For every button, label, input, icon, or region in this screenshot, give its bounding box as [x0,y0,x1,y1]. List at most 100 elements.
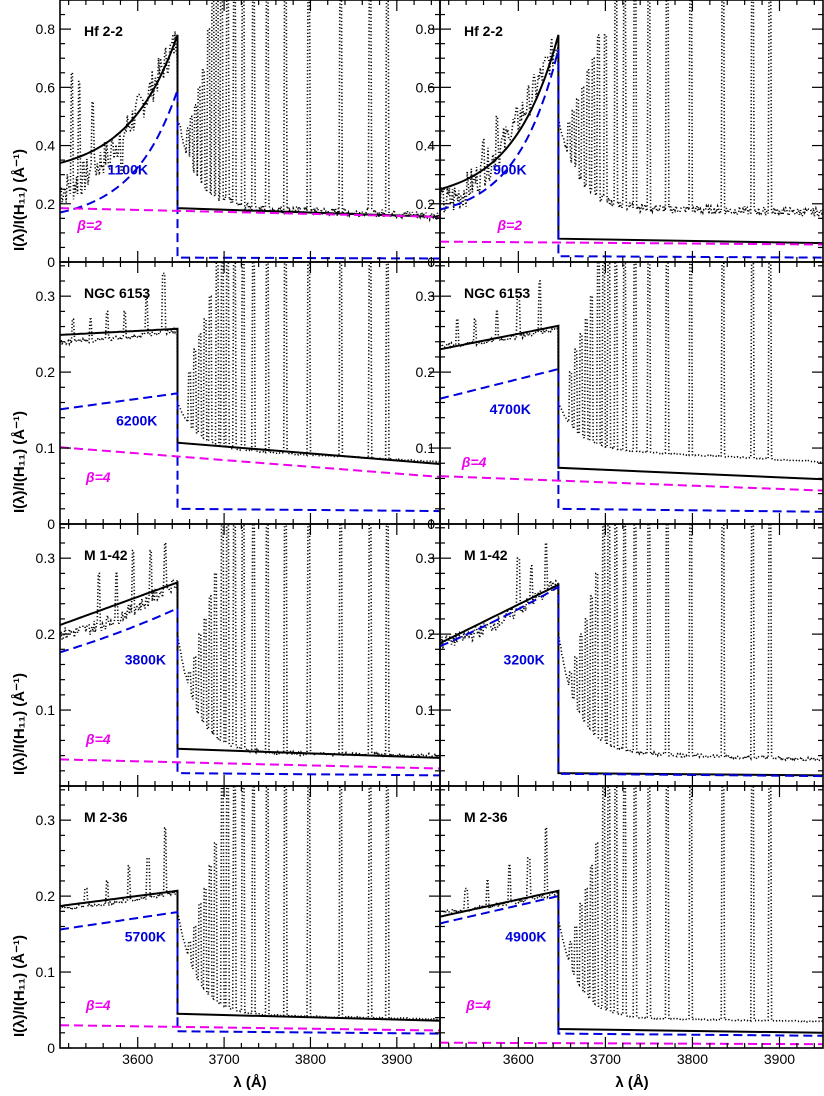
panel-frame [439,261,824,525]
panel-8: 3600 3700 3800 3900 M 2-36 4900K β=4 [439,785,824,1067]
dust-temperature-label: 1100K [108,162,148,178]
thermal-continuum-line [60,1024,440,1032]
panel-frame [59,785,441,1049]
dust-continuum-line [60,606,440,777]
panel-object-name: M 1-42 [84,547,128,563]
panel-7: 3600 3700 3800 3900 0 0.1 0.2 0.3 M 2-36 5700K β=4 [36,785,441,1067]
x-axis-title-left: λ (Å) [233,1074,266,1091]
dust-continuum-line [440,894,823,1037]
dust-temperature-label: 3200K [504,651,545,667]
panel-object-name: M 1-42 [464,547,508,563]
panel-6: 0.1 0.2 0.3 M 1-42 3200K [416,523,824,787]
panel-plot-area [440,0,823,259]
thermal-continuum-line [60,446,440,478]
total-continuum-line [60,889,440,1022]
dust-temperature-label: 3800K [125,651,166,667]
beta-index-label: β=2 [76,217,102,233]
beta-index-label: β=4 [461,454,487,470]
dust-temperature-label: 5700K [125,929,166,945]
y-tick-label: 0.2 [416,196,436,212]
dust-temperature-label: 6200K [116,412,157,428]
beta-index-label: β=4 [85,731,111,747]
thermal-continuum-line [60,207,440,218]
panel-plot-area [60,262,440,513]
x-tick-label: 3600 [503,1051,534,1067]
panel-object-name: M 2-36 [464,809,508,825]
total-continuum-line [440,34,823,245]
total-continuum-line [440,324,823,481]
y-tick-label: 0.1 [36,702,56,718]
y-tick-label: 0.3 [36,550,56,566]
y-tick-label: 0.1 [416,440,436,456]
y-axis-title: I(λ)/I(H₁₁) (Å⁻¹) [11,935,28,1037]
dust-temperature-label: 900K [493,162,526,178]
y-tick-label: 0.2 [416,626,436,642]
y-axis-title: I(λ)/I(H₁₁) (Å⁻¹) [11,673,28,775]
panel-object-name: NGC 6153 [84,285,150,301]
y-tick-label: 0 [47,516,55,532]
panel-frame [439,785,824,1049]
dust-temperature-label: 4900K [505,929,546,945]
y-tick-label: 0.3 [36,812,56,828]
panel-plot-area [440,524,823,778]
y-tick-label: 0.6 [416,79,436,95]
dust-continuum-line [440,585,823,778]
y-tick-label: 0.1 [36,440,56,456]
y-tick-label: 0.2 [36,364,56,380]
thermal-continuum-line [440,475,823,492]
observed-spectrum [60,786,440,1021]
panel-object-name: NGC 6153 [464,285,530,301]
dust-continuum-line [60,89,440,260]
panel-plot-area [60,524,440,777]
panel-frame [59,0,441,263]
beta-index-label: β=2 [496,217,522,233]
y-tick-label: 0.2 [36,626,56,642]
thermal-continuum-line [440,1041,823,1046]
total-continuum-line [440,583,823,777]
x-tick-label: 3900 [764,1051,795,1067]
dust-continuum-line [440,49,823,259]
thermal-continuum-line [60,758,440,770]
total-continuum-line [60,327,440,465]
dust-continuum-line [440,367,823,513]
panel-plot-area [60,0,440,260]
dust-temperature-label: 4700K [490,401,531,417]
thermal-continuum-line [440,240,823,246]
y-tick-label: 0.4 [416,138,436,154]
x-tick-label: 3900 [381,1051,412,1067]
total-continuum-line [440,889,823,1034]
y-tick-label: 0.2 [36,196,56,212]
y-axis-title: I(λ)/I(H₁₁) (Å⁻¹) [11,411,28,513]
y-tick-label: 0.3 [36,288,56,304]
x-tick-label: 3800 [677,1051,708,1067]
panel-3: 0 0.1 0.2 0.3 NGC 6153 6200K β=4 [36,261,441,532]
beta-index-label: β=4 [465,997,491,1013]
panel-1: 0 0.2 0.4 0.6 0.8 Hf 2-2 1100K β=2 [36,0,441,270]
x-tick-label: 3700 [590,1051,621,1067]
y-tick-label: 0 [47,1040,55,1056]
x-tick-label: 3800 [295,1051,326,1067]
panel-frame [439,523,824,787]
panel-5: 0.1 0.2 0.3 M 1-42 3800K β=4 [36,523,441,787]
observed-spectrum [440,0,823,219]
y-axis-title: I(λ)/I(H₁₁) (Å⁻¹) [11,149,28,251]
y-tick-label: 0.2 [36,888,56,904]
dust-continuum-line [60,392,440,513]
dust-continuum-line [60,910,440,1035]
observed-spectrum [60,524,440,759]
y-tick-label: 0 [47,254,55,270]
beta-index-label: β=4 [85,997,111,1013]
y-tick-label: 0.8 [416,21,436,37]
y-tick-label: 0.3 [416,550,436,566]
panel-plot-area [60,786,440,1035]
total-continuum-line [60,34,440,218]
panel-object-name: Hf 2-2 [84,23,123,39]
beta-index-label: β=4 [85,469,111,485]
y-tick-label: 0.4 [36,138,56,154]
x-axis-title-right: λ (Å) [615,1074,648,1091]
panel-plot-area [440,262,823,513]
x-tick-label: 3700 [209,1051,240,1067]
